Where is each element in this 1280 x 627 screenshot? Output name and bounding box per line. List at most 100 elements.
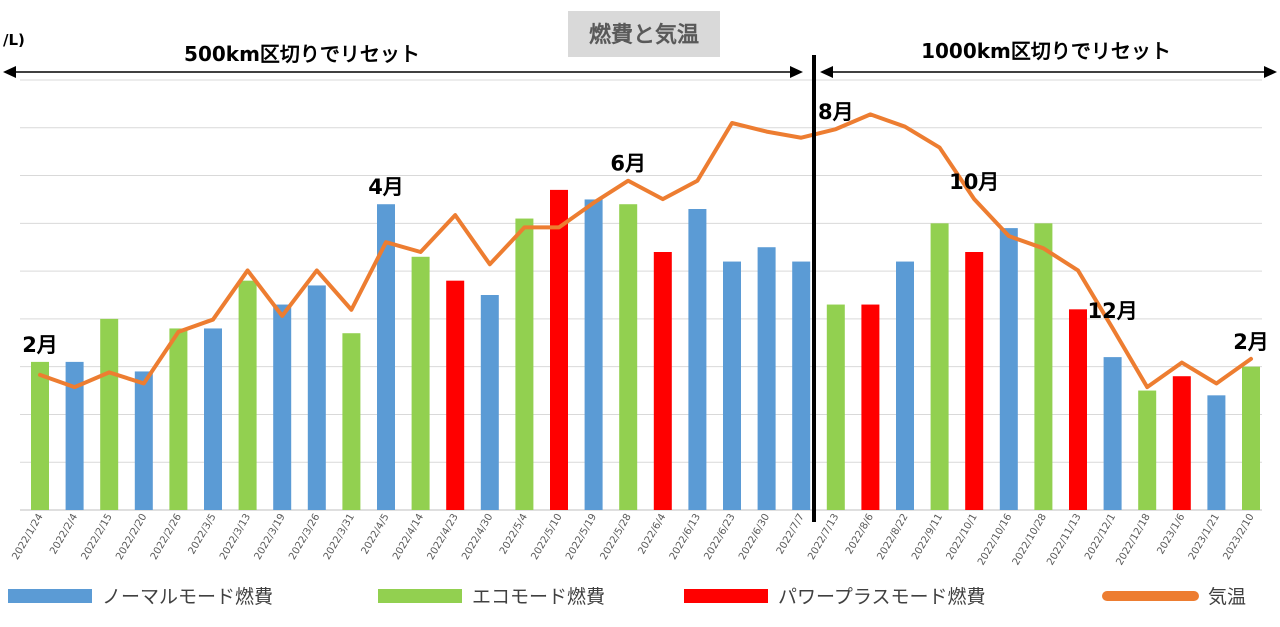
x-tick-label: 2022/4/30: [460, 512, 495, 562]
legend: ノーマルモード燃費 エコモード燃費 パワープラスモード燃費 気温: [8, 586, 1246, 608]
bars: [31, 189, 1260, 511]
bar-eco: [1138, 390, 1157, 510]
x-tick-label: 2022/8/6: [844, 512, 876, 556]
bar-eco: [619, 204, 638, 510]
month-label: 2月: [1233, 330, 1269, 354]
left-section-arrow: [3, 66, 803, 78]
bar-eco: [31, 361, 49, 510]
month-label: 2月: [22, 333, 58, 357]
x-tick-label: 2022/5/10: [529, 512, 564, 562]
x-tick-label: 2022/2/15: [80, 512, 115, 562]
month-label: 10月: [949, 170, 999, 194]
month-label: 8月: [818, 100, 854, 124]
bar-normal: [792, 261, 811, 510]
bar-normal: [307, 285, 326, 510]
x-tick-label: 2022/10/1: [945, 512, 980, 562]
x-tick-label: 2022/2/26: [149, 512, 184, 562]
x-tick-label: 2022/12/18: [1114, 512, 1152, 567]
month-label: 12月: [1087, 299, 1137, 323]
x-tick-label: 2022/2/20: [114, 512, 149, 562]
x-tick-label: 2022/9/11: [910, 512, 945, 562]
bar-eco: [238, 280, 257, 510]
bar-normal: [723, 261, 741, 510]
x-tick-label: 2023/1/6: [1155, 512, 1187, 556]
x-tick-label: 2023/1/21: [1187, 512, 1222, 562]
bar-power: [446, 280, 465, 510]
bar-eco: [1034, 223, 1053, 511]
x-tick-label: 2023/2/10: [1221, 512, 1256, 562]
x-tick-label: 2022/3/5: [187, 512, 219, 556]
bar-power: [550, 189, 568, 510]
x-tick-label: 2022/10/16: [976, 512, 1014, 567]
bar-normal: [65, 361, 84, 510]
bar-power: [965, 252, 984, 510]
temperature-line-group: [38, 112, 1253, 390]
bar-normal: [896, 261, 914, 510]
x-tick-label: 2022/6/23: [702, 512, 737, 562]
bar-eco: [411, 256, 430, 510]
bar-eco: [169, 328, 188, 510]
x-tick-label: 2022/4/5: [360, 512, 392, 556]
x-tick-label: 2022/4/23: [426, 512, 461, 562]
x-tick-label: 2022/5/19: [564, 512, 599, 562]
bar-power: [653, 252, 672, 510]
temperature-line: [38, 112, 1253, 390]
bar-normal: [480, 295, 499, 510]
legend-label-power: パワープラスモード燃費: [778, 586, 985, 608]
x-tick-label: 2022/6/13: [668, 512, 703, 562]
month-label: 6月: [610, 152, 646, 176]
right-section-arrow: [820, 66, 1277, 78]
x-tick-label: 2022/5/4: [498, 512, 530, 556]
x-tick-label: 2022/12/1: [1083, 512, 1118, 562]
x-tick-labels: 2022/1/24 2022/2/4 2022/2/15 2022/2/20 2022/…: [10, 512, 1256, 567]
x-tick-label: 2022/7/13: [806, 512, 841, 562]
bar-normal: [204, 328, 222, 510]
chart-title: 燃費と気温: [589, 22, 699, 48]
bar-normal: [273, 304, 292, 510]
x-tick-label: 2022/11/13: [1045, 512, 1083, 567]
x-tick-label: 2022/4/14: [391, 512, 426, 562]
legend-swatch-eco: [378, 589, 462, 603]
x-tick-label: 2022/3/26: [287, 512, 322, 562]
bar-normal: [584, 199, 603, 510]
legend-swatch-normal: [8, 589, 92, 603]
bar-normal: [134, 371, 153, 510]
legend-label-eco: エコモード燃費: [472, 586, 605, 608]
bar-normal: [377, 204, 395, 510]
legend-label-normal: ノーマルモード燃費: [102, 586, 273, 608]
x-tick-label: 2022/5/28: [599, 512, 634, 562]
bar-eco: [826, 304, 845, 510]
x-tick-label: 2022/3/31: [322, 512, 357, 562]
bar-eco: [100, 318, 119, 510]
chart-title-box: [568, 11, 720, 57]
bar-eco: [930, 223, 949, 511]
legend-label-temp: 気温: [1208, 586, 1246, 608]
bar-eco: [1242, 366, 1260, 510]
month-labels: 2月 4月 6月 8月 10月 12月 2月: [22, 100, 1269, 357]
bar-normal: [999, 228, 1018, 510]
left-section-label: 500km区切りでリセット: [184, 42, 420, 66]
right-section-label: 1000km区切りでリセット: [921, 39, 1171, 63]
bar-normal: [1103, 357, 1122, 510]
bar-normal: [1207, 395, 1226, 510]
bar-normal: [688, 209, 707, 510]
x-tick-label: 2022/10/28: [1011, 512, 1049, 567]
bar-normal: [757, 247, 776, 510]
x-tick-label: 2022/6/4: [636, 512, 668, 556]
x-tick-label: 2022/3/13: [218, 512, 253, 562]
x-tick-label: 2022/8/22: [875, 512, 910, 562]
bar-power: [861, 304, 880, 510]
x-tick-label: 2022/7/7: [775, 512, 807, 556]
x-tick-label: 2022/1/24: [10, 512, 45, 562]
gridlines: [20, 79, 1262, 511]
bar-power: [1172, 376, 1191, 510]
bar-power: [1069, 309, 1087, 510]
x-tick-label: 2022/2/4: [48, 512, 80, 556]
bar-eco: [342, 333, 361, 510]
legend-swatch-power: [684, 589, 768, 603]
x-tick-label: 2022/6/30: [737, 512, 772, 562]
x-tick-label: 2022/3/19: [253, 512, 288, 562]
bar-eco: [515, 218, 534, 511]
y-axis-unit: /L): [3, 31, 25, 49]
